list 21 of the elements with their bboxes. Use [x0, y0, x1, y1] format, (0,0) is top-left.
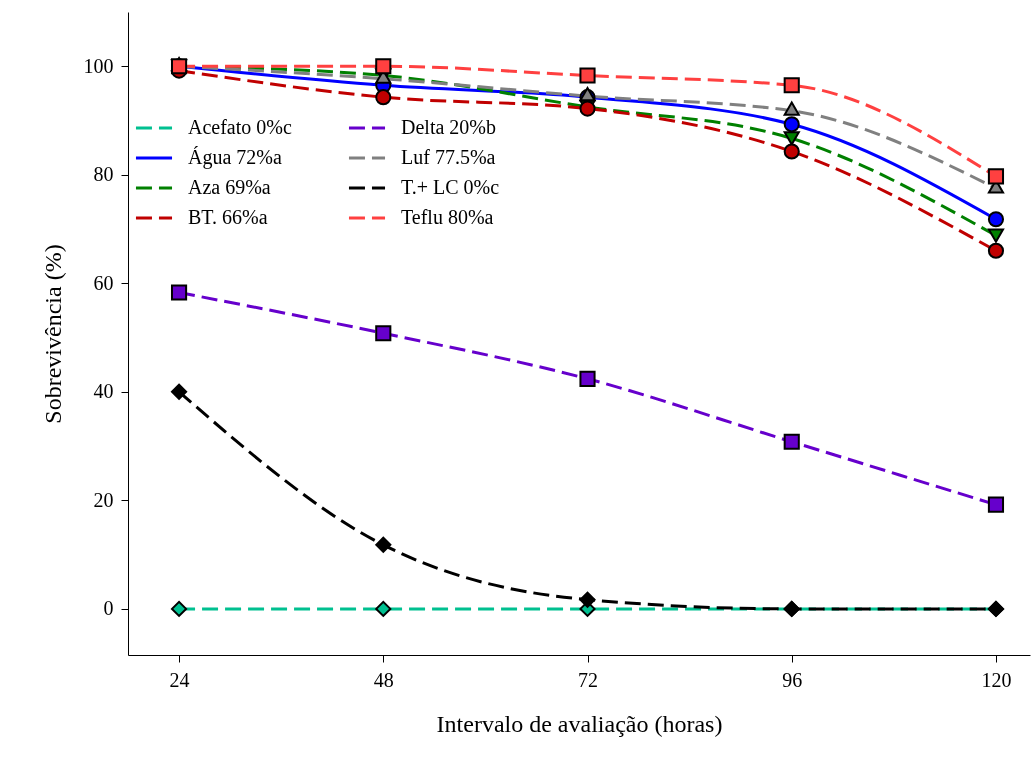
x-tick-label: 120: [981, 668, 1012, 691]
x-tick-label: 72: [578, 668, 599, 691]
legend-label: BT. 66%a: [188, 206, 268, 228]
y-tick-label: 40: [93, 380, 114, 403]
legend-label: Aza 69%a: [188, 176, 271, 198]
legend-label: Luf 77.5%a: [401, 146, 496, 168]
legend-label: Teflu 80%a: [401, 206, 494, 228]
x-axis-title: Intervalo de avaliação (horas): [436, 710, 723, 737]
legend-label: Acefato 0%c: [188, 116, 292, 138]
y-tick-label: 60: [93, 271, 114, 294]
x-tick-label: 24: [169, 668, 190, 691]
legend-label: Delta 20%b: [401, 116, 496, 138]
y-axis-title: Sobrevivência (%): [39, 244, 66, 424]
legend-label: T.+ LC 0%c: [401, 176, 500, 198]
y-tick-label: 80: [93, 163, 114, 186]
y-tick-label: 0: [103, 597, 114, 620]
legend-label: Água 72%a: [188, 146, 282, 169]
x-tick-label: 48: [373, 668, 394, 691]
y-tick-label: 20: [93, 488, 114, 511]
y-tick-label: 100: [83, 54, 114, 77]
x-tick-label: 96: [782, 668, 803, 691]
